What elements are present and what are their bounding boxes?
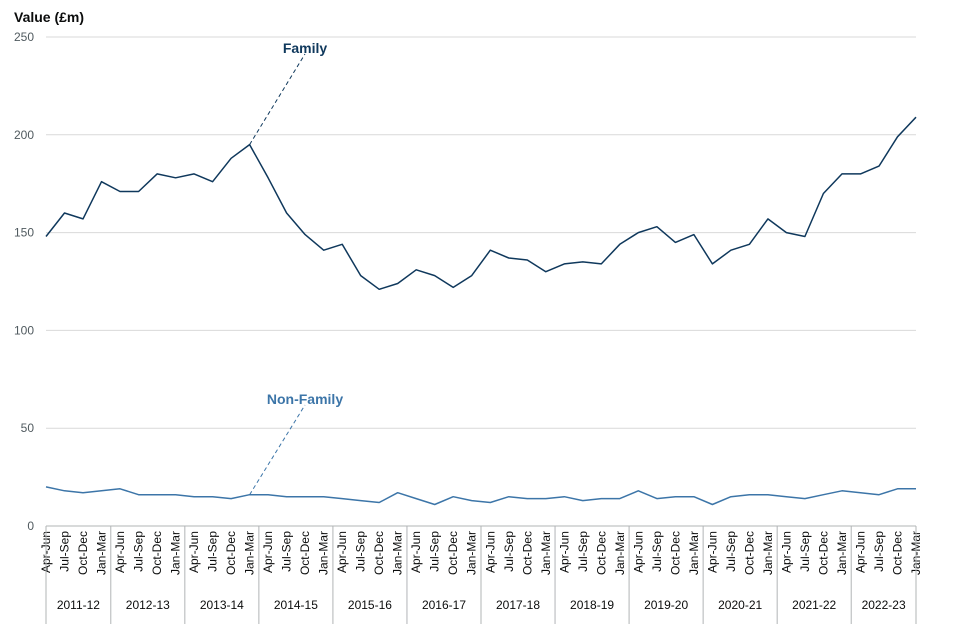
y-tick-label: 250: [14, 30, 34, 44]
x-tick-label: Apr-Jun: [113, 531, 127, 573]
x-tick-label: Oct-Dec: [742, 531, 756, 575]
year-label: 2015-16: [348, 598, 392, 612]
y-tick-label: 100: [14, 323, 34, 337]
series-label: Non-Family: [267, 391, 343, 407]
x-tick-label: Apr-Jun: [409, 531, 423, 573]
year-label: 2014-15: [274, 598, 318, 612]
x-axis: Apr-Jun Jul-Sep Oct-Dec Jan-Mar Apr-Jun Jul-S…: [39, 526, 923, 624]
year-label: 2019-20: [644, 598, 688, 612]
y-tick-label: 0: [27, 519, 34, 533]
x-tick-label: Oct-Dec: [520, 531, 534, 575]
label-leader-line: [249, 53, 306, 145]
year-label: 2021-22: [792, 598, 836, 612]
gridlines: [46, 36, 916, 527]
x-tick-label: Apr-Jun: [853, 531, 867, 573]
y-axis-title: Value (£m): [14, 9, 84, 25]
x-tick-label: Jan-Mar: [317, 531, 331, 575]
x-tick-label: Jul-Sep: [206, 531, 220, 572]
label-leader-line: [249, 404, 306, 495]
year-label: 2016-17: [422, 598, 466, 612]
x-tick-label: Oct-Dec: [594, 531, 608, 575]
x-tick-label: Jul-Sep: [872, 531, 886, 572]
x-tick-label: Jan-Mar: [169, 531, 183, 575]
x-tick-label: Jul-Sep: [132, 531, 146, 572]
x-tick-label: Jan-Mar: [613, 531, 627, 575]
x-tick-label: Jan-Mar: [391, 531, 405, 575]
y-tick-label: 150: [14, 226, 34, 240]
x-tick-label: Jul-Sep: [576, 531, 590, 572]
y-axis-ticks: 0 50 100 150 200 250: [14, 30, 34, 533]
series-label: Family: [283, 40, 328, 56]
x-tick-label: Jan-Mar: [465, 531, 479, 575]
x-tick-label: Jan-Mar: [835, 531, 849, 575]
series-lines: [45, 116, 917, 506]
x-tick-label: Apr-Jun: [187, 531, 201, 573]
series-line: [45, 116, 917, 291]
y-tick-label: 50: [21, 421, 35, 435]
x-tick-label: Apr-Jun: [335, 531, 349, 573]
year-label: 2018-19: [570, 598, 614, 612]
x-tick-label: Jul-Sep: [650, 531, 664, 572]
x-tick-label: Apr-Jun: [261, 531, 275, 573]
series-labels: Family Non-Family: [249, 40, 343, 495]
x-tick-label: Jul-Sep: [724, 531, 738, 572]
year-label: 2020-21: [718, 598, 762, 612]
x-tick-label: Oct-Dec: [298, 531, 312, 575]
x-tick-label: Jul-Sep: [502, 531, 516, 572]
year-label: 2011-12: [57, 598, 100, 612]
y-tick-label: 200: [14, 128, 34, 142]
x-tick-label: Oct-Dec: [446, 531, 460, 575]
x-tick-label: Oct-Dec: [150, 531, 164, 575]
x-tick-label: Apr-Jun: [779, 531, 793, 573]
x-tick-label: Jan-Mar: [95, 531, 109, 575]
x-tick-label: Oct-Dec: [890, 531, 904, 575]
x-tick-label: Apr-Jun: [631, 531, 645, 573]
x-tick-label: Oct-Dec: [224, 531, 238, 575]
x-tick-label: Jul-Sep: [58, 531, 72, 572]
x-tick-label: Jan-Mar: [761, 531, 775, 575]
x-tick-label: Apr-Jun: [483, 531, 497, 573]
year-label: 2013-14: [200, 598, 244, 612]
x-tick-label: Jul-Sep: [798, 531, 812, 572]
year-label: 2022-23: [862, 598, 906, 612]
x-tick-label: Jan-Mar: [539, 531, 553, 575]
x-tick-label: Oct-Dec: [816, 531, 830, 575]
x-tick-label: Apr-Jun: [705, 531, 719, 573]
x-tick-label: Oct-Dec: [76, 531, 90, 575]
x-tick-label: Jul-Sep: [280, 531, 294, 572]
x-tick-label: Oct-Dec: [668, 531, 682, 575]
series-line: [45, 486, 916, 506]
x-tick-label: Oct-Dec: [372, 531, 386, 575]
x-tick-label: Jul-Sep: [428, 531, 442, 572]
x-tick-label: Apr-Jun: [557, 531, 571, 573]
x-tick-label: Jul-Sep: [354, 531, 368, 572]
x-tick-label: Jan-Mar: [243, 531, 257, 575]
year-label: 2017-18: [496, 598, 540, 612]
year-label: 2012-13: [126, 598, 170, 612]
x-tick-label: Jan-Mar: [687, 531, 701, 575]
